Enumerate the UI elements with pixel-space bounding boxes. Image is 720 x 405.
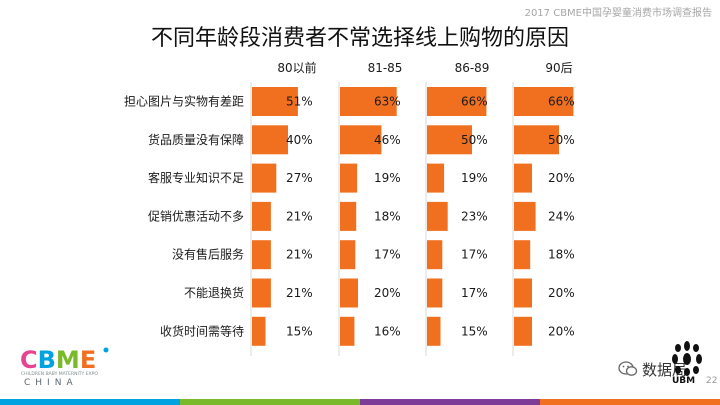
bar	[252, 278, 271, 308]
value-label: 63%	[374, 95, 401, 109]
value-label: 18%	[548, 248, 575, 262]
value-label: 27%	[286, 171, 313, 185]
value-label: 17%	[461, 248, 488, 262]
value-label: 51%	[286, 95, 313, 109]
wechat-icon	[618, 361, 638, 376]
value-label: 20%	[548, 286, 575, 300]
bar	[340, 87, 397, 116]
value-label: 17%	[461, 286, 488, 300]
value-label: 20%	[374, 286, 401, 300]
value-label: 16%	[374, 324, 401, 338]
bar	[252, 316, 266, 346]
bar	[340, 278, 358, 308]
wechat-account-name: 数据局	[642, 360, 688, 379]
wechat-tag: 数据局	[618, 357, 698, 381]
series-header: 80以前	[277, 60, 316, 75]
bar	[427, 278, 443, 308]
bar	[514, 201, 536, 231]
value-label: 21%	[286, 248, 313, 262]
category-label: 担心图片与实物有差距	[124, 94, 244, 109]
bar	[514, 240, 531, 270]
category-label: 促销优惠活动不多	[148, 209, 244, 223]
page-number: 22	[706, 376, 718, 386]
category-label: 收货时间需等待	[160, 323, 244, 338]
value-label: 20%	[548, 171, 575, 185]
bar	[514, 87, 574, 116]
bar	[340, 240, 356, 270]
value-label: 15%	[286, 324, 313, 338]
bar	[514, 278, 532, 308]
cbme-logo: CBME CHILDREN BABY MATERNITY EXPO CHINA	[20, 346, 109, 386]
bar	[427, 87, 487, 116]
bar	[252, 87, 298, 116]
bar	[514, 316, 532, 346]
value-label: 66%	[461, 95, 488, 109]
svg-text:CBME: CBME	[20, 346, 96, 374]
bar	[340, 316, 355, 346]
cbme-china-text: CHINA	[24, 378, 78, 386]
footer-color-strip	[0, 399, 720, 405]
series-header: 86-89	[455, 61, 490, 75]
bar	[252, 201, 271, 231]
footer-strip-segment	[0, 399, 180, 405]
footer-strip-segment	[360, 399, 540, 405]
value-label: 17%	[374, 248, 401, 262]
bar	[514, 125, 559, 155]
footer-strip-segment	[540, 399, 720, 405]
report-tag: 2017 CBME中国孕婴童消费市场调查报告	[524, 8, 712, 19]
bar	[340, 201, 357, 231]
value-label: 50%	[548, 133, 575, 147]
bar	[427, 240, 443, 270]
bar	[252, 240, 271, 270]
cbme-sub-text: CHILDREN BABY MATERNITY EXPO	[21, 371, 98, 377]
value-label: 46%	[374, 133, 401, 147]
bar	[427, 125, 472, 155]
ubm-logo-text: UBM	[672, 376, 696, 386]
value-label: 50%	[461, 133, 488, 147]
value-label: 40%	[286, 133, 313, 147]
bar	[340, 125, 382, 155]
bar	[427, 316, 441, 346]
bar	[252, 125, 288, 155]
value-label: 15%	[461, 324, 488, 338]
category-label: 没有售后服务	[172, 247, 244, 262]
series-header: 81-85	[368, 61, 403, 75]
bar	[427, 201, 448, 231]
ubm-logo	[672, 341, 702, 376]
series-header: 90后	[545, 61, 572, 75]
category-label: 客服专业知识不足	[148, 170, 244, 185]
value-label: 19%	[461, 171, 488, 185]
category-label: 不能退换货	[184, 285, 244, 300]
value-label: 18%	[374, 209, 401, 223]
value-label: 24%	[548, 209, 575, 223]
value-label: 21%	[286, 209, 313, 223]
chart-title: 不同年龄段消费者不常选择线上购物的原因	[150, 26, 569, 51]
value-label: 21%	[286, 286, 313, 300]
bar	[514, 163, 532, 193]
value-label: 23%	[461, 209, 488, 223]
value-label: 66%	[548, 95, 575, 109]
category-label: 货品质量没有保障	[148, 132, 244, 147]
bar	[252, 163, 277, 193]
footer-strip-segment	[180, 399, 360, 405]
value-label: 20%	[548, 324, 575, 338]
value-label: 19%	[374, 171, 401, 185]
bar	[427, 163, 445, 193]
bar	[340, 163, 358, 193]
